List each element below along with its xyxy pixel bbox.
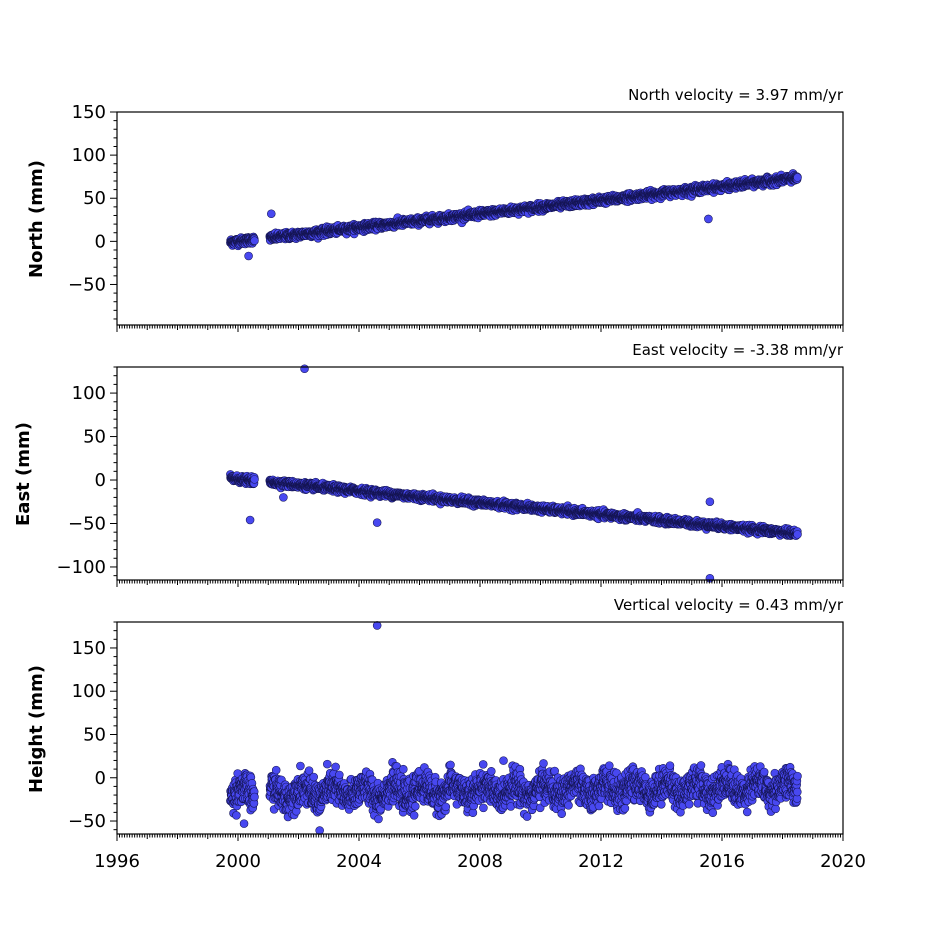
east-y-axis-label: East (mm) [13, 422, 34, 526]
y-tick-label: 150 [72, 102, 106, 123]
outlier-point [244, 251, 253, 261]
data-point [250, 475, 259, 484]
north-panel: North velocity = 3.97 mm/yr North (mm) 1… [26, 86, 844, 332]
y-tick-label: −50 [68, 513, 106, 534]
outlier-point [704, 214, 713, 224]
data-point [793, 173, 802, 182]
y-tick-label: −100 [57, 557, 106, 578]
y-tick-label: 0 [95, 231, 106, 252]
y-tick-label: 50 [83, 427, 106, 448]
north-velocity-annotation: North velocity = 3.97 mm/yr [628, 86, 844, 104]
y-tick-label: 50 [83, 188, 106, 209]
north-data-points [226, 169, 802, 261]
north-y-axis-label: North (mm) [26, 160, 47, 278]
east-velocity-annotation: East velocity = -3.38 mm/yr [632, 341, 844, 359]
y-tick-label: 100 [72, 145, 106, 166]
y-tick-label: −50 [68, 274, 106, 295]
y-tick-label: 100 [72, 383, 106, 404]
north-y-ticks: 150 100 50 0 −50 [68, 102, 117, 320]
data-point [250, 236, 259, 245]
y-tick-label: 0 [95, 470, 106, 491]
outlier-point [266, 209, 276, 219]
